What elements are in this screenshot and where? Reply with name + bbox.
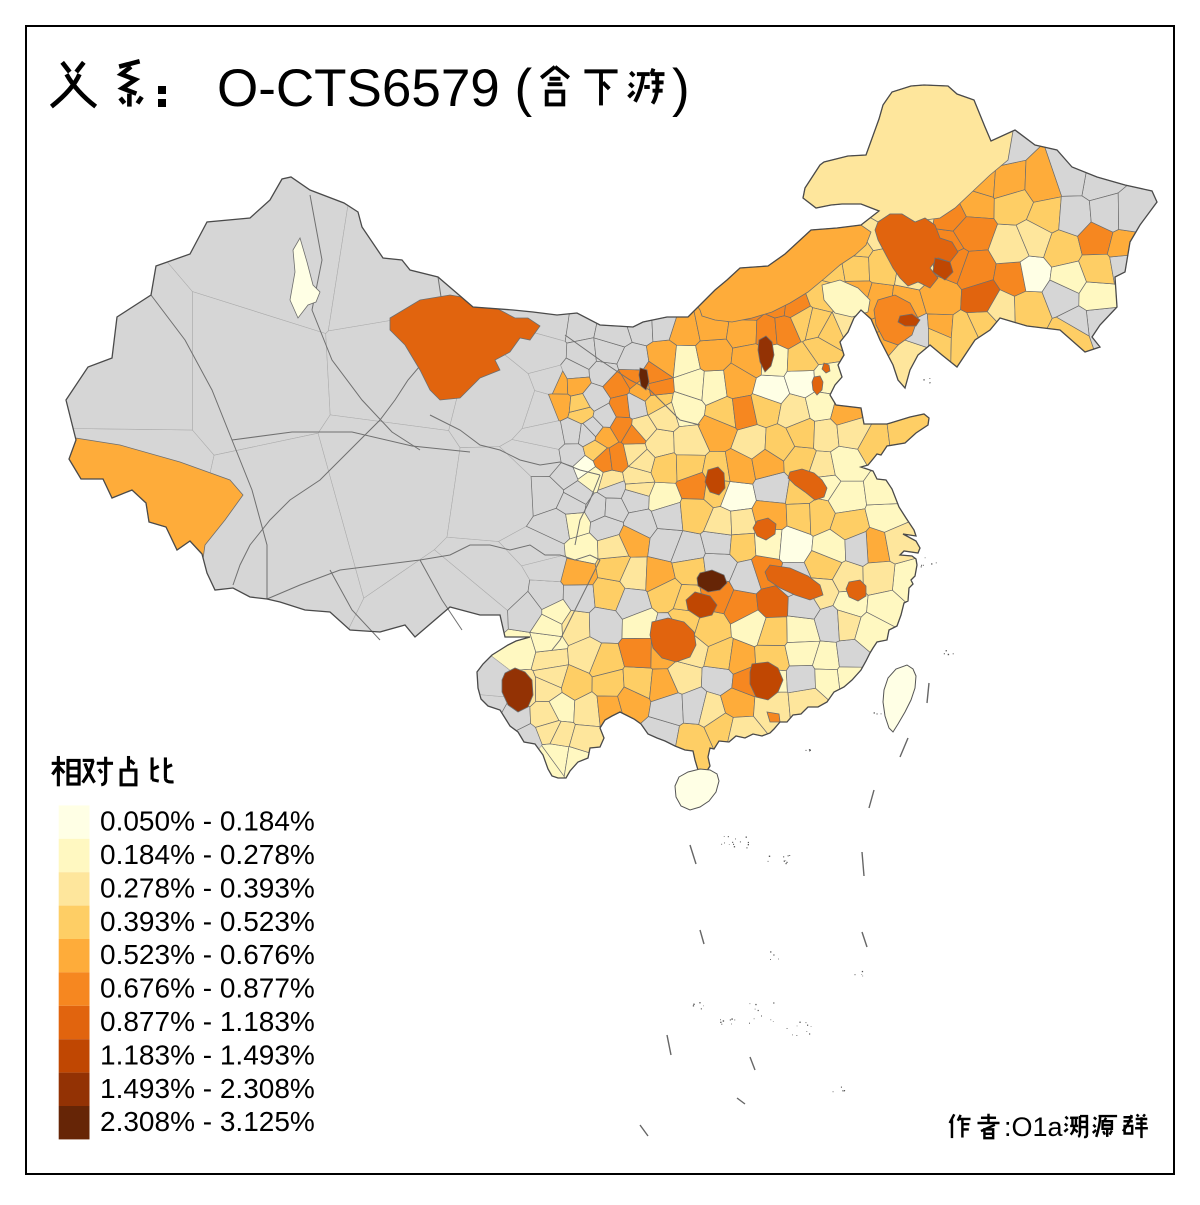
svg-text:1.183% - 1.493%: 1.183% - 1.493% <box>100 1039 315 1070</box>
svg-text:O-CTS6579 (: O-CTS6579 ( <box>217 59 533 118</box>
svg-text:0.676% - 0.877%: 0.676% - 0.877% <box>100 973 315 1004</box>
svg-text:0.278% - 0.393%: 0.278% - 0.393% <box>100 872 315 903</box>
svg-text:0.050% - 0.184%: 0.050% - 0.184% <box>100 806 315 837</box>
svg-text:0.184% - 0.278%: 0.184% - 0.278% <box>100 839 315 870</box>
svg-text:0.393% - 0.523%: 0.393% - 0.523% <box>100 906 315 937</box>
svg-text::O1a: :O1a <box>1004 1112 1064 1142</box>
svg-text:0.523% - 0.676%: 0.523% - 0.676% <box>100 939 315 970</box>
svg-text:0.877% - 1.183%: 0.877% - 1.183% <box>100 1006 315 1037</box>
svg-text:1.493% - 2.308%: 1.493% - 2.308% <box>100 1073 315 1104</box>
svg-text:2.308% - 3.125%: 2.308% - 3.125% <box>100 1106 315 1137</box>
svg-text:): ) <box>672 59 690 118</box>
